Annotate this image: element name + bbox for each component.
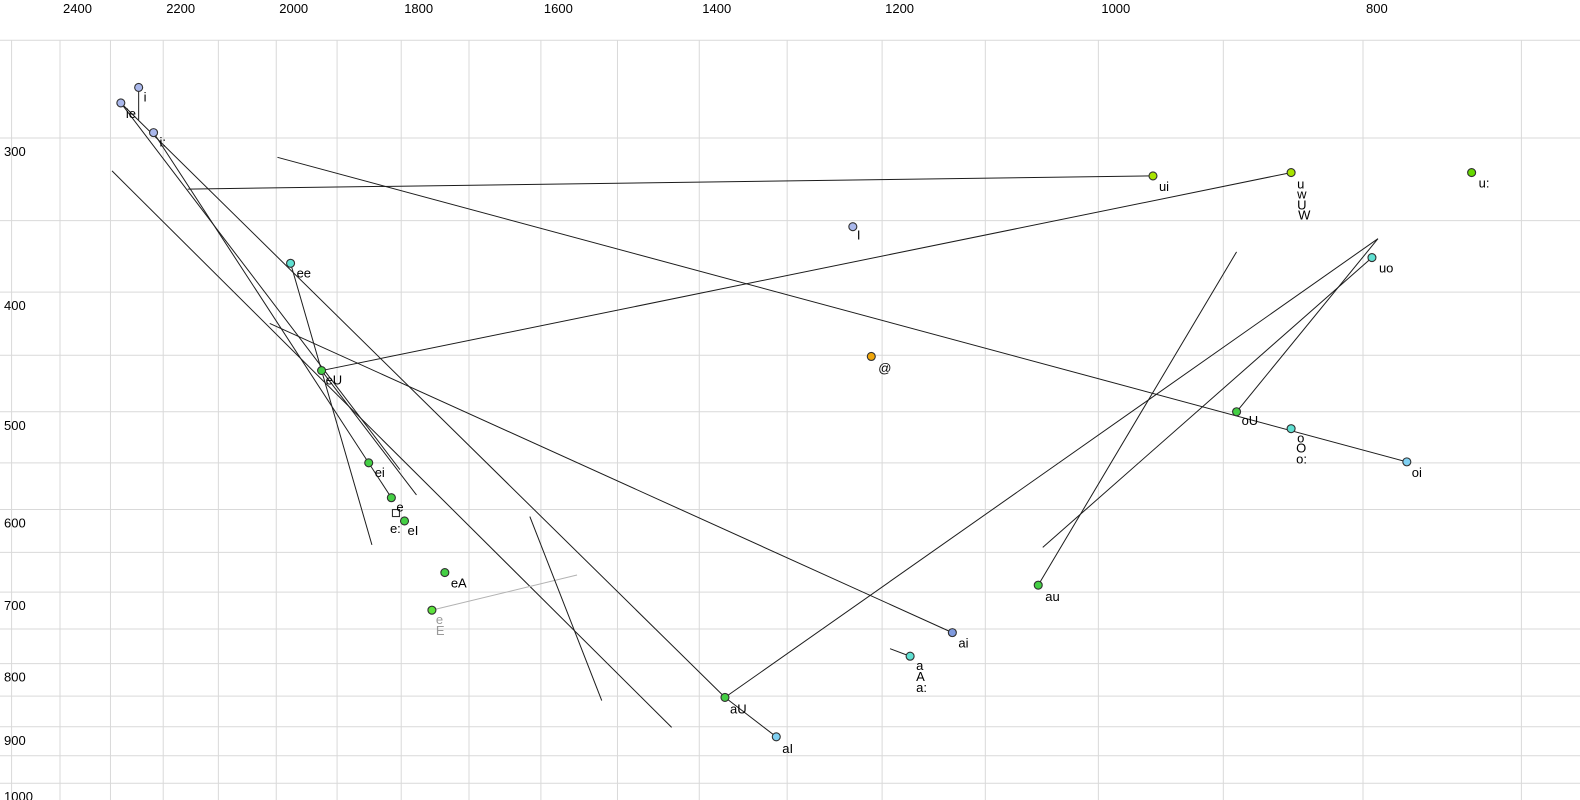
point-label-e-E-gray-0: e	[436, 612, 443, 627]
x-axis-tick-label-2000: 2000	[279, 1, 308, 16]
point-label-eI-0: eI	[408, 523, 419, 538]
y-axis-tick-label-700: 700	[4, 598, 26, 613]
point-label-a-A-a-long-1: A	[916, 669, 925, 684]
point-label-a-A-a-long-2: a:	[916, 680, 927, 695]
point-label-e-0: e	[396, 500, 403, 515]
trajectory-mid-steep	[529, 516, 603, 701]
point-label-ie-0: ie	[126, 106, 136, 121]
point-label-oU-0: oU	[1242, 413, 1259, 428]
point-label-u-w-U-W-3: W	[1298, 208, 1311, 223]
data-point-oi	[1402, 457, 1412, 467]
data-point-ei	[364, 458, 374, 468]
x-axis-tick-label-2400: 2400	[63, 1, 92, 16]
point-label-o-O-o-long-1: O	[1296, 441, 1306, 456]
point-label-o-O-o-long-2: o:	[1296, 452, 1307, 467]
data-point-o-O-o-long	[1286, 424, 1296, 434]
point-label-i-0: i	[144, 89, 147, 104]
point-label-au-0: au	[1045, 589, 1059, 604]
y-axis-tick-label-300: 300	[4, 144, 26, 159]
point-label-uo-0: uo	[1379, 261, 1393, 276]
point-label-u-w-U-W-2: U	[1297, 198, 1306, 213]
x-axis-tick-label-800: 800	[1366, 1, 1388, 16]
trajectory-eA-gray	[431, 574, 578, 611]
x-axis-tick-label-1200: 1200	[885, 1, 914, 16]
y-axis-tick-label-500: 500	[4, 418, 26, 433]
data-point-ie	[116, 98, 126, 108]
data-point-eI	[399, 516, 410, 526]
x-axis-tick-label-1800: 1800	[404, 1, 433, 16]
data-point-i-long	[148, 128, 159, 138]
trajectory-ie-to-aU	[120, 102, 726, 698]
data-point-e-long	[391, 508, 400, 518]
y-axis-tick-label-600: 600	[4, 515, 26, 530]
trajectory-aU-to-tip	[724, 238, 1379, 698]
point-label-schwa-0: @	[878, 360, 891, 375]
y-axis-tick-label-400: 400	[4, 298, 26, 313]
trajectory-aU-to-aI	[724, 696, 777, 738]
y-axis-tick-label-1000: 1000	[4, 789, 33, 800]
data-point-e-E-gray	[427, 605, 437, 615]
point-label-e-E-gray-1: E	[436, 623, 445, 638]
data-point-schwa	[866, 351, 876, 362]
data-point-uo	[1367, 253, 1377, 263]
data-point-I	[848, 222, 858, 232]
data-point-ui	[1148, 171, 1158, 181]
data-point-e	[386, 493, 396, 503]
point-label-ui-0: ui	[1159, 179, 1169, 194]
point-label-i-long-0: i:	[160, 135, 167, 150]
trajectory-long-diagonal	[111, 170, 673, 728]
x-axis-tick-label-1000: 1000	[1101, 1, 1130, 16]
point-label-e-long-0: e:	[390, 521, 401, 536]
point-label-ee-0: ee	[297, 265, 311, 280]
data-point-oU	[1232, 407, 1242, 417]
data-point-aI	[771, 732, 781, 742]
trajectory-ai-up-left	[269, 322, 953, 634]
point-label-I-0: I	[857, 228, 861, 243]
data-point-ee	[286, 258, 296, 268]
trajectory-to-ui	[187, 175, 1153, 190]
point-label-u-long-0: u:	[1479, 176, 1490, 191]
data-point-ai	[947, 628, 957, 638]
trajectory-ee-steep	[290, 263, 373, 546]
data-point-aU	[720, 692, 730, 702]
point-label-u-w-U-W-1: w	[1296, 187, 1307, 202]
trajectory-eU-short	[321, 370, 417, 496]
point-label-oi-0: oi	[1412, 465, 1422, 480]
trajectory-oU-to-tip	[1236, 238, 1379, 413]
data-point-eA	[440, 568, 450, 578]
trajectory-au-up	[1037, 251, 1238, 586]
data-point-au	[1033, 580, 1043, 590]
point-label-o-O-o-long-0: o	[1297, 431, 1304, 446]
data-point-u-w-U-W	[1286, 168, 1296, 178]
point-label-eU-0: eU	[326, 373, 343, 388]
point-label-a-A-a-long-0: a	[916, 658, 924, 673]
trajectory-to-oi	[277, 156, 1407, 463]
point-label-ei-0: ei	[375, 465, 385, 480]
data-point-u-long	[1467, 168, 1477, 178]
trajectory-i-long-to-e	[153, 132, 392, 499]
x-axis-tick-label-1600: 1600	[544, 1, 573, 16]
y-axis-tick-label-900: 900	[4, 733, 26, 748]
point-label-aU-0: aU	[730, 701, 747, 716]
trajectory-eU-to-u	[321, 172, 1292, 372]
point-label-aI-0: aI	[782, 741, 793, 756]
point-label-u-w-U-W-0: u	[1297, 177, 1304, 192]
y-axis-tick-label-800: 800	[4, 670, 26, 685]
data-point-eU	[317, 366, 327, 376]
data-point-a-A-a-long	[905, 651, 915, 661]
trajectory-to-uo	[1042, 257, 1373, 548]
trajectory-ie-steep	[120, 102, 401, 470]
data-point-i	[134, 82, 144, 93]
x-axis-tick-label-2200: 2200	[166, 1, 195, 16]
x-axis-tick-label-1400: 1400	[702, 1, 731, 16]
point-label-ai-0: ai	[958, 636, 968, 651]
point-label-eA-0: eA	[451, 576, 467, 591]
